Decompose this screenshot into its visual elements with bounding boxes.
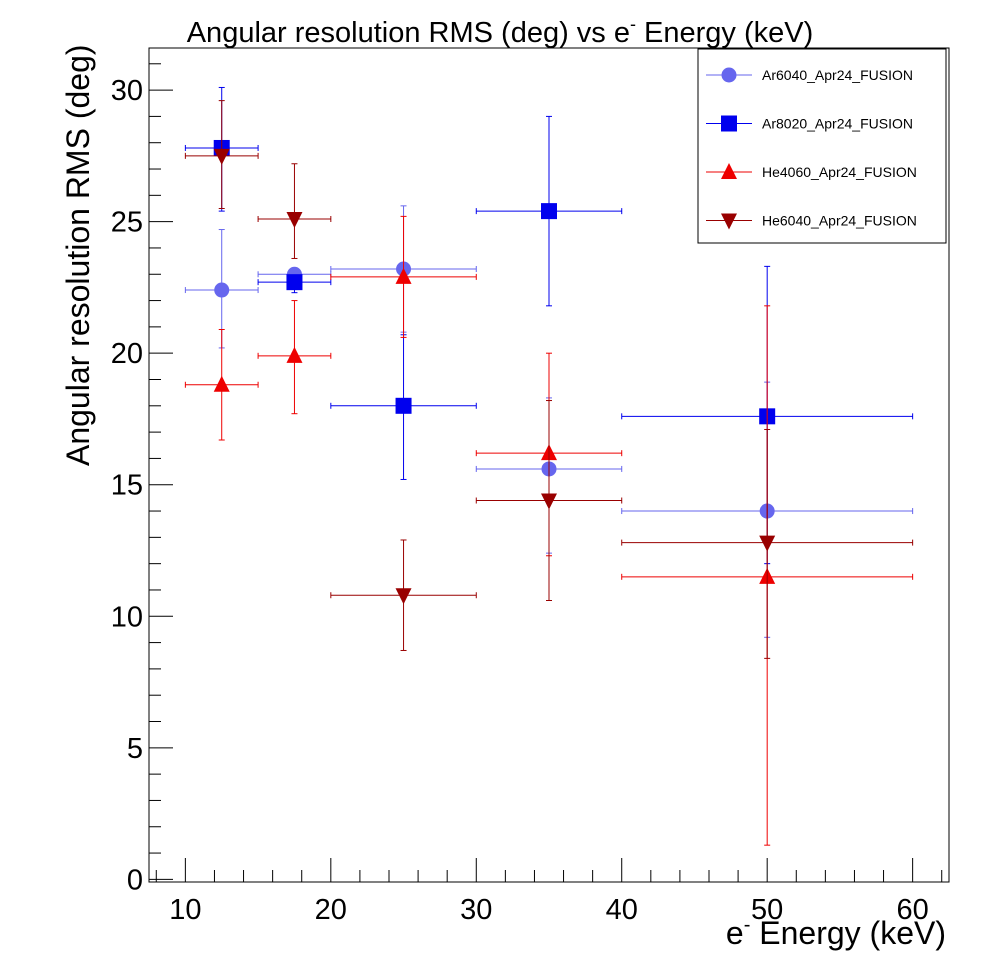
y-tick-label: 25 — [111, 207, 143, 239]
data-point — [286, 274, 303, 291]
legend-box — [697, 48, 947, 244]
data-point — [395, 267, 412, 284]
data-point — [286, 346, 303, 363]
axes: 10 20 30 40 50 60 0 5 10 15 20 25 30 — [111, 63, 943, 926]
legend: Ar6040_Apr24_FUSION Ar8020_Apr24_FUSION He… — [697, 48, 947, 244]
y-tick-label: 15 — [111, 470, 143, 502]
data-point — [213, 148, 230, 165]
y-tick-label: 5 — [127, 733, 143, 765]
x-tick-label: 10 — [169, 894, 201, 926]
y-axis-title: Angular resolution RMS (deg) — [60, 44, 96, 466]
data-point — [395, 588, 412, 605]
legend-marker — [721, 67, 737, 83]
x-tick-label: 60 — [897, 894, 929, 926]
chart-title: Angular resolution RMS (deg) vs e- Energ… — [187, 14, 814, 49]
x-tick-label: 40 — [606, 894, 638, 926]
legend-marker — [721, 213, 737, 230]
plot-frame — [148, 47, 950, 883]
data-point — [395, 397, 412, 414]
legend-label: He6040_Apr24_FUSION — [762, 213, 917, 229]
data-point — [759, 535, 776, 552]
x-tick-label: 20 — [315, 894, 347, 926]
data-point — [541, 203, 557, 220]
legend-marker — [721, 163, 737, 179]
data-point — [541, 493, 557, 510]
y-tick-label: 20 — [111, 338, 143, 370]
y-tick-label: 30 — [111, 75, 143, 107]
legend-label: He4060_Apr24_FUSION — [762, 164, 917, 180]
legend-marker — [721, 115, 737, 132]
legend-label: Ar6040_Apr24_FUSION — [762, 67, 913, 83]
data-point — [214, 282, 230, 298]
data-point — [213, 375, 230, 392]
x-axis-title: e- Energy (keV) — [726, 914, 946, 951]
data-point — [286, 212, 303, 229]
x-tick-label: 30 — [460, 894, 492, 926]
legend-label: Ar8020_Apr24_FUSION — [762, 116, 913, 132]
data-series — [184, 86, 914, 846]
y-tick-label: 10 — [111, 601, 143, 633]
series-He6040_Apr24_FUSION — [184, 100, 914, 659]
x-tick-label: 50 — [751, 894, 783, 926]
y-tick-label: 0 — [127, 864, 143, 896]
